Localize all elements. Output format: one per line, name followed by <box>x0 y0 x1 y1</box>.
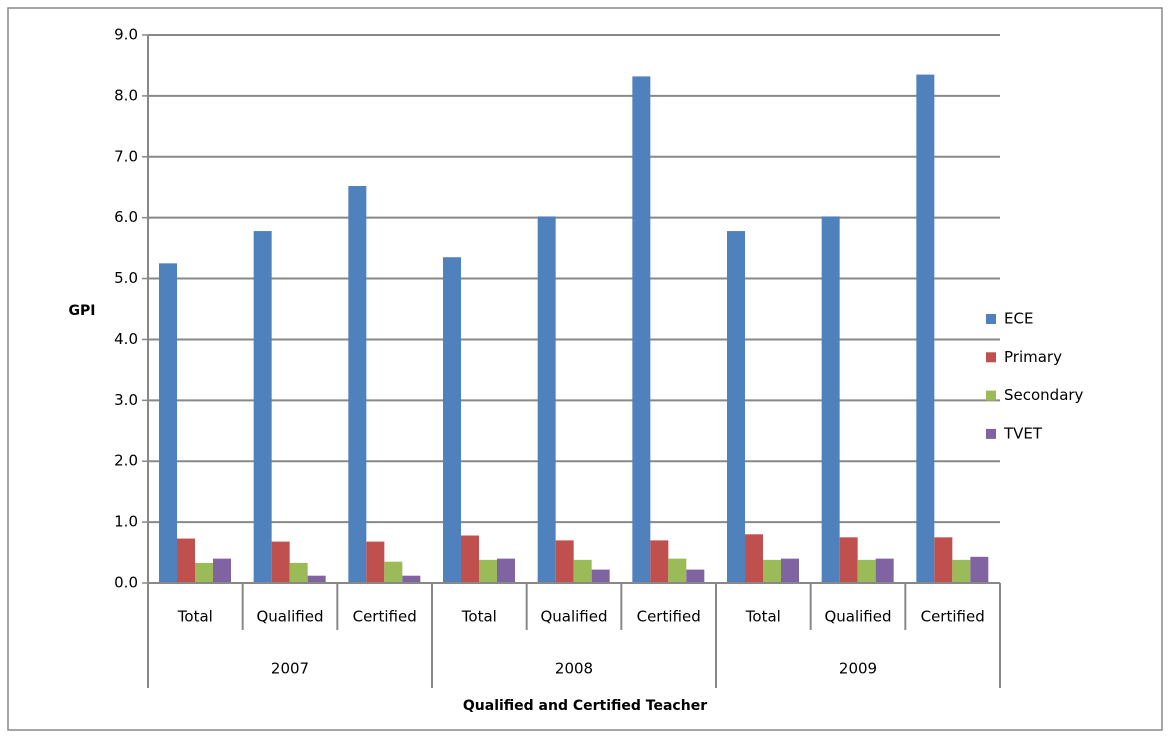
bar <box>461 535 479 583</box>
group-label: 2008 <box>555 660 593 678</box>
chart-border <box>7 7 1163 731</box>
y-tick-label: 9.0 <box>114 26 138 44</box>
bar <box>289 562 308 583</box>
bar <box>686 569 705 583</box>
bar <box>253 231 272 583</box>
legend-label: ECE <box>1004 310 1033 328</box>
bar <box>632 76 651 583</box>
legend-label: Primary <box>1004 348 1062 366</box>
y-tick-label: 3.0 <box>114 391 138 409</box>
y-tick-label: 8.0 <box>114 86 138 104</box>
bar <box>384 561 403 583</box>
bar <box>366 541 385 583</box>
bar <box>213 558 231 583</box>
bar <box>537 216 556 583</box>
bar <box>952 559 971 583</box>
bar <box>555 540 574 583</box>
bar <box>497 558 515 583</box>
legend-label: Secondary <box>1004 386 1084 404</box>
bar <box>159 263 177 583</box>
x-tick-label: Qualified <box>824 608 891 626</box>
bar <box>479 559 497 583</box>
x-tick-label: Certified <box>353 608 417 626</box>
y-axis-label: GPI <box>69 303 96 319</box>
bar <box>307 575 326 583</box>
legend-swatch <box>986 352 996 363</box>
bar <box>839 537 858 583</box>
bar <box>195 562 213 583</box>
bar <box>402 575 421 583</box>
x-tick-label: Certified <box>637 608 701 626</box>
bar <box>727 231 745 583</box>
x-tick-label: Total <box>461 608 497 626</box>
legend-swatch <box>986 428 996 439</box>
bar <box>781 558 799 583</box>
legend-label: TVET <box>1003 424 1043 442</box>
x-tick-label: Total <box>745 608 781 626</box>
bar <box>745 534 763 583</box>
x-axis-label: Qualified and Certified Teacher <box>463 698 707 714</box>
bar <box>857 559 876 583</box>
x-tick-label: Certified <box>921 608 985 626</box>
y-tick-label: 5.0 <box>114 269 138 287</box>
y-tick-label: 7.0 <box>114 147 138 165</box>
legend-swatch <box>986 314 996 324</box>
bar <box>934 537 953 583</box>
bar <box>650 540 669 583</box>
group-label: 2007 <box>271 660 309 678</box>
bar <box>916 74 935 584</box>
bar <box>821 216 840 583</box>
y-tick-label: 6.0 <box>114 208 138 226</box>
y-tick-label: 1.0 <box>114 513 138 531</box>
legend-swatch <box>986 390 996 401</box>
bar <box>271 541 290 583</box>
y-tick-label: 4.0 <box>114 330 138 348</box>
y-tick-label: 2.0 <box>114 452 138 470</box>
bar <box>177 538 195 583</box>
bar <box>763 559 781 583</box>
x-tick-label: Total <box>177 608 213 626</box>
bar <box>591 569 610 583</box>
bar <box>970 556 989 583</box>
bar <box>573 559 592 583</box>
y-tick-label: 0.0 <box>114 574 138 592</box>
bar <box>668 558 687 583</box>
bar <box>348 186 367 583</box>
group-label: 2009 <box>839 660 877 678</box>
x-tick-label: Qualified <box>256 608 323 626</box>
bar <box>443 257 461 583</box>
x-tick-label: Qualified <box>540 608 607 626</box>
bar <box>875 558 894 583</box>
